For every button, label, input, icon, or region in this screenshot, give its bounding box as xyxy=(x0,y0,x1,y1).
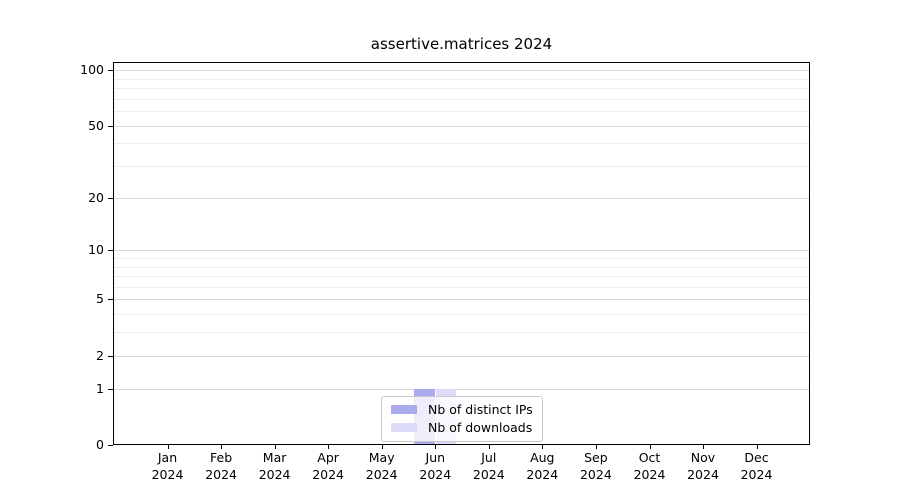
x-tick-mark xyxy=(542,445,544,449)
legend-item-downloads: Nb of downloads xyxy=(391,419,533,436)
legend-swatch-distinct-ips xyxy=(391,405,417,414)
y-tick-mark xyxy=(108,125,113,127)
x-tick-label: Nov 2024 xyxy=(687,450,719,482)
y-tick-mark xyxy=(108,70,113,71)
legend-item-distinct-ips: Nb of distinct IPs xyxy=(391,401,533,418)
gridline-minor xyxy=(114,266,809,268)
x-tick-label: Sep 2024 xyxy=(579,450,612,482)
x-tick-mark xyxy=(435,445,437,449)
gridline-minor xyxy=(114,98,809,100)
y-tick-mark xyxy=(108,445,113,446)
y-tick-mark xyxy=(108,197,113,199)
x-tick-label: Apr 2024 xyxy=(312,450,344,482)
gridline-major xyxy=(114,125,809,127)
y-tick-label: 100 xyxy=(80,62,104,77)
x-tick-mark xyxy=(328,445,330,449)
x-tick-mark xyxy=(274,445,276,449)
gridline-major xyxy=(114,299,809,301)
y-tick-label: 2 xyxy=(96,347,104,363)
x-tick-mark xyxy=(756,445,758,449)
y-tick-label: 10 xyxy=(88,242,104,258)
y-tick-mark xyxy=(108,250,113,252)
chart-title: assertive.matrices 2024 xyxy=(370,35,553,53)
x-tick-mark xyxy=(381,445,383,449)
x-tick-label: Aug 2024 xyxy=(526,450,559,482)
x-tick-label: May 2024 xyxy=(365,450,398,482)
gridline-major xyxy=(114,197,809,199)
x-tick-label: Jul 2024 xyxy=(472,450,505,482)
gridline-minor xyxy=(114,276,809,277)
y-tick-label: 1 xyxy=(96,380,104,396)
gridline-minor xyxy=(114,286,809,288)
y-tick-label: 50 xyxy=(88,117,104,133)
y-tick-label: 0 xyxy=(96,437,104,452)
legend: Nb of distinct IPs Nb of downloads xyxy=(381,396,543,442)
gridline-major xyxy=(114,70,809,71)
plot-area xyxy=(113,62,810,445)
gridline-minor xyxy=(114,111,809,112)
legend-swatch-downloads xyxy=(391,423,417,432)
gridline-major xyxy=(114,388,809,390)
gridline-minor xyxy=(114,166,809,167)
x-tick-mark xyxy=(221,445,223,449)
x-tick-label: Dec 2024 xyxy=(740,450,773,482)
x-tick-label: Oct 2024 xyxy=(633,450,666,482)
y-tick-label: 5 xyxy=(96,291,104,307)
y-tick-label: 20 xyxy=(88,189,104,205)
gridline-major xyxy=(114,355,809,357)
y-tick-mark xyxy=(108,299,113,301)
legend-label: Nb of downloads xyxy=(428,420,533,435)
gridline-minor xyxy=(114,87,809,89)
x-tick-mark xyxy=(167,445,169,449)
y-tick-mark xyxy=(108,355,113,357)
gridline-minor xyxy=(114,257,809,259)
x-tick-mark xyxy=(595,445,597,449)
x-tick-mark xyxy=(488,445,490,449)
x-tick-mark xyxy=(649,445,651,449)
y-tick-mark xyxy=(108,388,113,390)
x-tick-label: Jan 2024 xyxy=(151,450,184,482)
gridline-minor xyxy=(114,143,809,145)
x-tick-mark xyxy=(703,445,704,449)
x-tick-label: Jun 2024 xyxy=(419,450,452,482)
x-tick-label: Mar 2024 xyxy=(258,450,291,482)
gridline-minor xyxy=(114,332,809,334)
legend-label: Nb of distinct IPs xyxy=(428,402,533,417)
x-tick-label: Feb 2024 xyxy=(205,450,237,482)
gridline-minor xyxy=(114,314,809,316)
gridline-minor xyxy=(114,78,809,80)
gridline-major xyxy=(114,250,809,252)
